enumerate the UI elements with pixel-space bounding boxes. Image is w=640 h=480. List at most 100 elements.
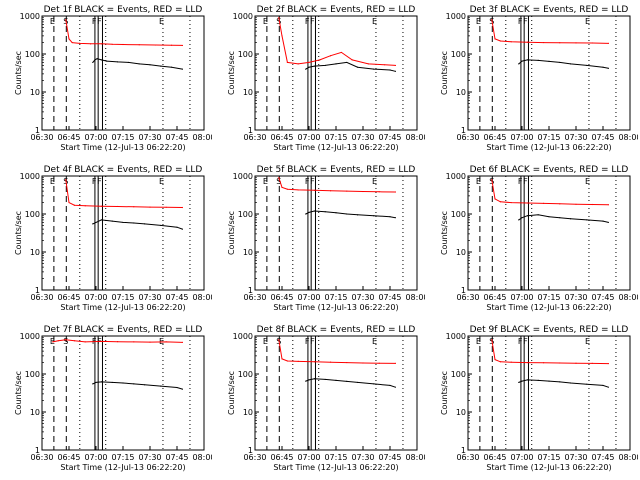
x-tick-label: 06:30 (243, 453, 266, 462)
data-point-events (305, 68, 307, 70)
y-axis-label: Counts/sec (227, 371, 236, 415)
data-point-lld (313, 361, 315, 363)
data-point-events (586, 383, 588, 385)
data-point-lld (286, 188, 288, 190)
y-tick-label: 10 (456, 408, 466, 417)
data-point-events (138, 63, 140, 65)
x-tick-label: 07:45 (165, 293, 188, 302)
panel-title: Det 1f BLACK = Events, RED = LLD (44, 5, 203, 15)
data-point-lld (543, 202, 545, 205)
data-point-lld (394, 362, 396, 365)
y-tick-label: 100 (25, 210, 40, 219)
marker-letter-f: F (92, 177, 97, 186)
data-point-lld (181, 206, 183, 209)
plot-frame (467, 15, 631, 131)
data-point-lld (181, 341, 183, 343)
marker-letter-s: S (276, 177, 281, 186)
x-tick-label: 08:00 (618, 453, 638, 462)
data-point-events (559, 61, 561, 64)
x-tick-label: 08:00 (192, 133, 212, 142)
marker-letter-e: E (585, 177, 590, 186)
y-tick-label: 1 (461, 446, 466, 455)
x-tick-label: 07:45 (165, 453, 188, 462)
x-tick-label: 07:30 (564, 133, 587, 142)
x-tick-label: 08:00 (405, 293, 425, 302)
panel-title: Det 4f BLACK = Events, RED = LLD (44, 165, 203, 175)
data-point-lld (330, 361, 332, 363)
data-point-lld (122, 43, 124, 46)
marker-letter-f: F (518, 337, 523, 346)
x-tick-label: 07:00 (84, 293, 107, 302)
x-tick-label: 07:45 (591, 293, 614, 302)
series-line-lld (491, 339, 609, 365)
data-point-events (373, 215, 375, 217)
series-line-lld (278, 177, 396, 193)
data-point-lld (138, 44, 140, 46)
y-tick-label: 1000 (446, 332, 466, 341)
series-line-events (305, 210, 396, 219)
x-axis-label: Start Time (12-Jul-13 06:22:20) (273, 303, 398, 312)
data-point-events (389, 384, 391, 387)
x-tick-label: 07:30 (138, 133, 161, 142)
data-point-lld (499, 201, 501, 203)
data-point-lld (111, 43, 113, 45)
y-tick-label: 1000 (20, 12, 40, 21)
panel-title: Det 8f BLACK = Events, RED = LLD (257, 325, 416, 335)
panel-title: Det 5f BLACK = Events, RED = LLD (257, 165, 416, 175)
series-line-lld (278, 17, 396, 66)
x-tick-label: 07:00 (84, 453, 107, 462)
data-point-lld (491, 339, 493, 341)
data-point-lld (330, 190, 332, 192)
y-axis-label: Counts/sec (14, 51, 23, 95)
data-point-events (526, 59, 528, 61)
data-point-lld (57, 340, 59, 342)
x-axis-label: Start Time (12-Jul-13 06:22:20) (273, 463, 398, 472)
data-point-lld (297, 63, 299, 65)
data-point-lld (607, 362, 609, 365)
y-tick-label: 10 (30, 88, 40, 97)
plot-frame (41, 15, 205, 131)
x-tick-label: 08:00 (618, 293, 638, 302)
marker-letter-f: F (310, 337, 315, 346)
data-point-lld (165, 206, 167, 208)
data-point-events (305, 213, 307, 215)
detector-panel-6: Det 6f BLACK = Events, RED = LLD 1 10 100 10… (440, 165, 638, 312)
data-point-events (100, 59, 102, 61)
data-point-lld (73, 204, 75, 206)
data-point-events (127, 61, 129, 64)
data-point-events (308, 66, 310, 68)
data-point-events (149, 64, 151, 66)
data-point-lld (591, 203, 593, 206)
panel-title: Det 9f BLACK = Events, RED = LLD (470, 325, 629, 335)
x-tick-label: 06:30 (243, 133, 266, 142)
data-point-events (602, 220, 604, 222)
x-tick-label: 06:45 (57, 293, 80, 302)
data-point-events (570, 382, 572, 384)
panel-title: Det 7f BLACK = Events, RED = LLD (44, 325, 203, 335)
data-point-events (111, 220, 113, 222)
y-tick-label: 100 (451, 370, 466, 379)
y-tick-label: 100 (238, 50, 253, 59)
panel-title: Det 6f BLACK = Events, RED = LLD (470, 165, 629, 175)
data-point-lld (607, 42, 609, 45)
y-tick-label: 1000 (233, 12, 253, 21)
y-tick-label: 1000 (20, 172, 40, 181)
y-tick-label: 1 (35, 126, 40, 135)
data-point-lld (367, 63, 369, 65)
data-point-events (357, 66, 359, 68)
x-tick-label: 06:45 (57, 453, 80, 462)
data-point-lld (100, 205, 102, 207)
x-tick-label: 07:15 (537, 293, 560, 302)
data-point-events (160, 385, 162, 387)
marker-letter-f: F (523, 337, 528, 346)
data-point-lld (575, 42, 577, 44)
x-tick-label: 07:45 (165, 133, 188, 142)
x-axis-label: Start Time (12-Jul-13 06:22:20) (486, 303, 611, 312)
data-point-lld (526, 202, 528, 204)
data-point-lld (394, 64, 396, 67)
marker-letter-f: F (305, 17, 310, 26)
data-point-lld (73, 340, 75, 342)
data-point-lld (313, 189, 315, 191)
y-tick-label: 10 (456, 248, 466, 257)
data-point-lld (133, 206, 135, 208)
